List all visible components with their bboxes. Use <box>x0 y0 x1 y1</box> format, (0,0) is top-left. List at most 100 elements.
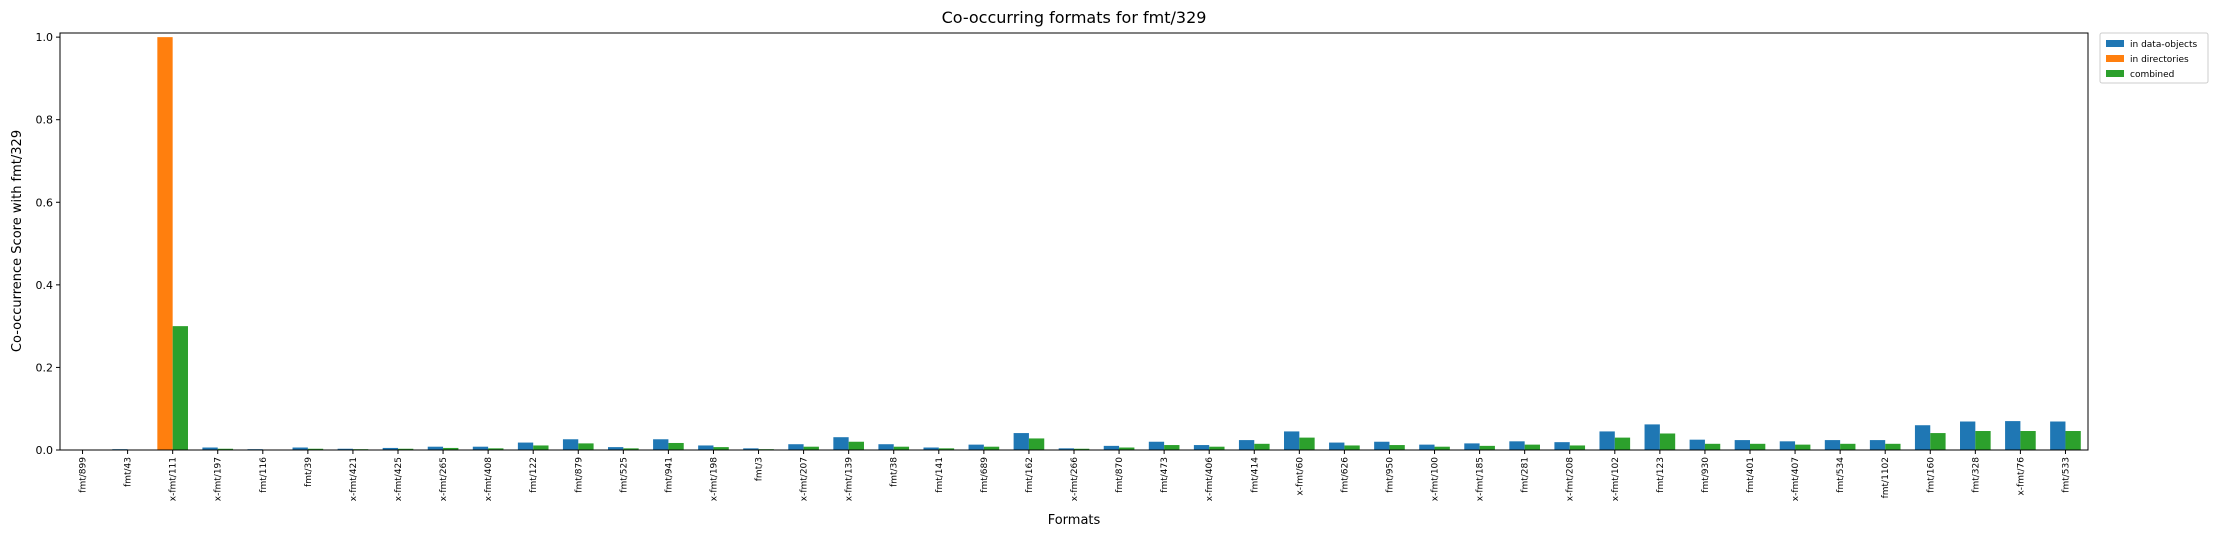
x-tick-label: x-fmt/185 <box>1476 457 1486 501</box>
plot-frame <box>59 32 2089 451</box>
x-tick-label: fmt/950 <box>1385 457 1395 493</box>
bar-combined-x-fmt-406 <box>1209 446 1225 450</box>
bar-combined-fmt-626 <box>1344 445 1360 450</box>
x-tick-label: fmt/930 <box>1701 457 1711 493</box>
bar-in-data-objects-fmt-328 <box>1960 421 1976 450</box>
bar-combined-fmt-930 <box>1704 443 1721 450</box>
x-tick-label: x-fmt/207 <box>800 457 810 501</box>
bar-combined-fmt-122 <box>533 445 549 450</box>
x-tick-label: fmt/38 <box>890 457 900 487</box>
x-tick-label: x-fmt/408 <box>484 457 494 502</box>
bar-in-data-objects-x-fmt-207 <box>788 444 804 450</box>
bar-in-data-objects-x-fmt-406 <box>1193 445 1210 450</box>
x-tick-label: x-fmt/265 <box>439 457 449 501</box>
x-tick-label: x-fmt/421 <box>349 457 359 501</box>
bar-in-data-objects-fmt-38 <box>878 444 894 450</box>
x-axis-label: Formats <box>1048 513 1101 528</box>
bar-in-data-objects-fmt-950 <box>1374 441 1390 450</box>
bar-in-data-objects-x-fmt-60 <box>1284 431 1300 450</box>
x-tick-label: x-fmt/197 <box>214 457 224 501</box>
y-tick-label: 0.2 <box>36 361 54 374</box>
bar-combined-x-fmt-265 <box>443 447 459 450</box>
bar-combined-x-fmt-407 <box>1795 444 1811 450</box>
bars-layer <box>67 37 2081 450</box>
x-tick-label: fmt/473 <box>1160 457 1170 493</box>
bar-combined-x-fmt-111 <box>172 326 188 450</box>
chart-title: Co-occurring formats for fmt/329 <box>942 8 1207 27</box>
x-tick-label: x-fmt/60 <box>1295 457 1305 496</box>
bar-combined-fmt-162 <box>1028 438 1045 450</box>
bar-in-data-objects-x-fmt-102 <box>1599 431 1615 450</box>
bar-in-data-objects-fmt-162 <box>1013 433 1029 450</box>
legend-frame <box>2099 32 2209 84</box>
x-tick-label: fmt/281 <box>1521 457 1531 493</box>
bar-in-data-objects-fmt-1102 <box>1869 440 1886 450</box>
bar-combined-x-fmt-185 <box>1479 445 1495 450</box>
bar-in-data-objects-fmt-414 <box>1238 440 1255 450</box>
x-tick-label: fmt/3 <box>755 457 765 481</box>
bar-combined-fmt-39 <box>307 448 324 450</box>
x-tick-label: x-fmt/407 <box>1791 457 1801 501</box>
x-tick-label: fmt/401 <box>1746 457 1756 493</box>
y-tick-label: 0.0 <box>36 444 54 457</box>
legend-swatch <box>2106 55 2124 62</box>
x-tick-label: x-fmt/76 <box>2016 457 2026 496</box>
y-axis-label: Co-occurrence Score with fmt/329 <box>10 130 25 352</box>
bar-combined-x-fmt-100 <box>1434 446 1450 450</box>
x-tick-label: x-fmt/266 <box>1070 457 1080 502</box>
bar-in-data-objects-fmt-281 <box>1509 441 1525 450</box>
bar-combined-fmt-1102 <box>1885 443 1901 450</box>
bar-in-data-objects-x-fmt-76 <box>2005 421 2021 450</box>
x-tick-label: x-fmt/100 <box>1431 457 1441 502</box>
x-tick-label: fmt/1102 <box>1881 457 1891 498</box>
bar-in-data-objects-fmt-533 <box>2050 421 2066 450</box>
bar-in-data-objects-x-fmt-208 <box>1554 442 1570 450</box>
legend-label: in data-objects <box>2130 40 2197 50</box>
bar-in-data-objects-fmt-160 <box>1914 425 1931 450</box>
y-tick-label: 0.4 <box>36 279 54 292</box>
x-tick-label: fmt/39 <box>304 457 314 487</box>
bar-in-data-objects-x-fmt-408 <box>472 446 489 450</box>
bar-combined-fmt-689 <box>983 446 1000 450</box>
bar-combined-x-fmt-139 <box>848 441 864 450</box>
y-tick-label: 0.6 <box>36 196 54 209</box>
bar-in-data-objects-x-fmt-421 <box>337 448 353 450</box>
bar-in-data-objects-x-fmt-185 <box>1464 443 1480 450</box>
x-tick-label: fmt/116 <box>259 457 269 493</box>
bar-combined-fmt-160 <box>1930 433 1946 450</box>
bar-combined-fmt-38 <box>893 446 910 450</box>
bar-combined-fmt-525 <box>623 448 639 450</box>
x-tick-label: fmt/123 <box>1656 457 1666 493</box>
legend: in data-objects in directories combined <box>2099 32 2209 84</box>
bar-combined-fmt-141 <box>938 448 955 450</box>
bar-combined-fmt-534 <box>1840 443 1856 450</box>
bar-combined-fmt-401 <box>1750 443 1766 450</box>
x-tick-label: fmt/141 <box>935 457 945 493</box>
bar-in-data-objects-fmt-879 <box>562 439 579 450</box>
legend-label: combined <box>2130 70 2174 80</box>
bar-combined-x-fmt-425 <box>398 448 414 450</box>
x-tick-label: x-fmt/111 <box>169 457 179 501</box>
bar-in-data-objects-x-fmt-407 <box>1779 441 1796 450</box>
legend-swatch <box>2106 70 2124 77</box>
legend-label: in directories <box>2130 55 2189 65</box>
y-axis: 0.0 0.2 0.4 0.6 0.8 1.0 <box>36 31 60 457</box>
y-tick-label: 1.0 <box>36 31 54 44</box>
bar-in-data-objects-fmt-525 <box>608 447 624 450</box>
bar-in-data-objects-fmt-122 <box>517 442 534 450</box>
x-tick-label: fmt/43 <box>124 457 134 487</box>
x-tick-label: x-fmt/102 <box>1611 457 1621 501</box>
x-tick-label: x-fmt/406 <box>1205 457 1215 502</box>
bar-combined-x-fmt-208 <box>1569 445 1586 450</box>
x-tick-label: fmt/899 <box>79 457 89 493</box>
bar-in-data-objects-fmt-534 <box>1824 440 1841 450</box>
bar-in-data-objects-x-fmt-198 <box>698 445 714 450</box>
bar-in-data-objects-fmt-941 <box>653 439 669 450</box>
x-axis: fmt/899 fmt/43 x-fmt/111 x-fmt/197 fmt/116 fm… <box>79 450 2071 502</box>
bar-combined-fmt-879 <box>578 443 594 450</box>
x-tick-label: fmt/533 <box>2061 457 2071 493</box>
bar-combined-x-fmt-76 <box>2020 431 2036 450</box>
y-tick-label: 0.8 <box>36 114 54 127</box>
bar-combined-fmt-473 <box>1164 445 1180 450</box>
x-tick-label: fmt/879 <box>574 457 584 493</box>
